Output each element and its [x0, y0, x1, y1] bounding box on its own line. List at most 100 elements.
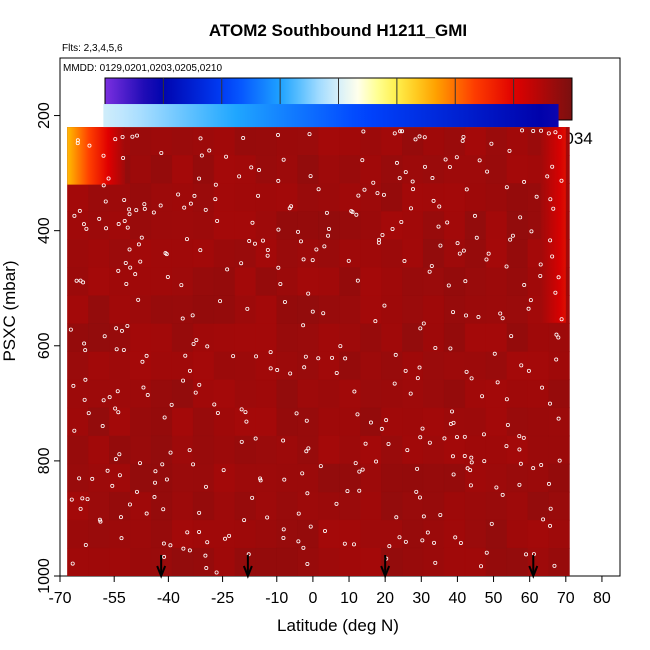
field-cell: [422, 295, 445, 324]
sample-point: [249, 165, 254, 170]
field-cell: [443, 547, 466, 576]
sample-point: [464, 187, 469, 192]
sample-point: [203, 553, 208, 558]
sample-point: [449, 409, 454, 414]
field-cell: [297, 267, 319, 296]
field-cell: [506, 155, 529, 184]
sample-point: [102, 334, 107, 339]
field-cell: [171, 183, 194, 212]
sample-point: [354, 212, 359, 217]
sample-point: [308, 174, 313, 179]
field-cell: [464, 435, 487, 465]
sample-point: [330, 355, 335, 360]
field-cell: [150, 435, 173, 465]
sample-point: [314, 247, 319, 252]
sample-point: [85, 497, 90, 502]
sample-point: [539, 128, 544, 133]
field-cell: [464, 127, 487, 156]
sample-point: [415, 376, 420, 381]
field-cell: [297, 295, 319, 324]
field-cell: [464, 155, 487, 184]
field-cell: [255, 463, 277, 493]
field-cell: [339, 491, 361, 521]
sample-point: [517, 482, 522, 487]
sample-point: [123, 260, 128, 265]
field-cell: [485, 183, 508, 212]
field-cell: [276, 491, 298, 521]
field-cell: [527, 519, 549, 549]
field-cell: [276, 239, 298, 268]
field-cell: [318, 323, 340, 353]
sample-point: [135, 133, 140, 138]
sample-point: [433, 560, 438, 565]
sample-point: [224, 154, 229, 159]
field-cell: [234, 435, 257, 465]
field-cell: [255, 183, 277, 212]
sample-point: [405, 448, 410, 453]
field-cell: [192, 239, 215, 268]
field-cell: [255, 407, 277, 437]
field-cell: [318, 491, 340, 521]
field-cell: [255, 155, 277, 184]
field-cell: [485, 519, 508, 549]
sample-point: [205, 540, 210, 545]
field-cell: [150, 183, 173, 212]
sample-point: [215, 410, 220, 415]
sample-point: [546, 131, 551, 136]
field-cell: [276, 519, 298, 549]
sample-point: [197, 529, 202, 534]
field-cell: [109, 239, 131, 268]
field-cell: [297, 519, 319, 549]
sample-point: [78, 506, 83, 511]
sample-point: [463, 279, 468, 284]
field-cell: [109, 351, 131, 381]
sample-point: [276, 178, 281, 183]
field-cell: [150, 351, 173, 381]
field-cell: [255, 127, 277, 156]
field-cell: [213, 379, 236, 409]
sample-point: [476, 315, 481, 320]
sample-point: [392, 381, 397, 386]
field-cell: [276, 379, 298, 409]
field-cell: [130, 127, 152, 156]
sample-point: [307, 132, 312, 137]
field-cell: [234, 155, 257, 184]
field-cell: [422, 323, 445, 353]
sample-point: [334, 370, 339, 375]
sample-point: [350, 210, 355, 215]
field-cell: [464, 519, 487, 549]
field-cell: [318, 435, 340, 465]
y-axis-label: PSXC (mbar): [0, 260, 19, 361]
field-cell: [360, 211, 382, 240]
field-cell: [381, 295, 403, 324]
field-cell: [213, 127, 236, 156]
sample-point: [355, 412, 360, 417]
sample-point: [83, 377, 88, 382]
field-cell: [88, 519, 110, 549]
sample-point: [258, 476, 263, 481]
sample-point: [308, 524, 313, 529]
sample-point: [86, 411, 91, 416]
field-cell: [339, 379, 361, 409]
sample-point: [421, 321, 426, 326]
sample-point: [482, 459, 487, 464]
field-cell: [443, 323, 466, 353]
field-cell: [360, 407, 382, 437]
sample-point: [142, 202, 147, 207]
x-tick-label: 10: [340, 590, 358, 607]
field-cell: [402, 463, 424, 493]
sample-point: [492, 351, 497, 356]
sample-point: [127, 207, 132, 212]
field-cell: [192, 519, 215, 549]
field-cell: [506, 379, 529, 409]
field-cell: [213, 267, 236, 296]
field-cell: [109, 519, 131, 549]
sample-point: [400, 129, 405, 134]
field-cell: [381, 547, 403, 576]
sample-point: [302, 365, 307, 370]
sample-point: [81, 280, 86, 285]
sample-point: [446, 283, 451, 288]
field-cell: [548, 379, 570, 409]
sample-point: [316, 356, 321, 361]
sample-point: [458, 540, 463, 545]
